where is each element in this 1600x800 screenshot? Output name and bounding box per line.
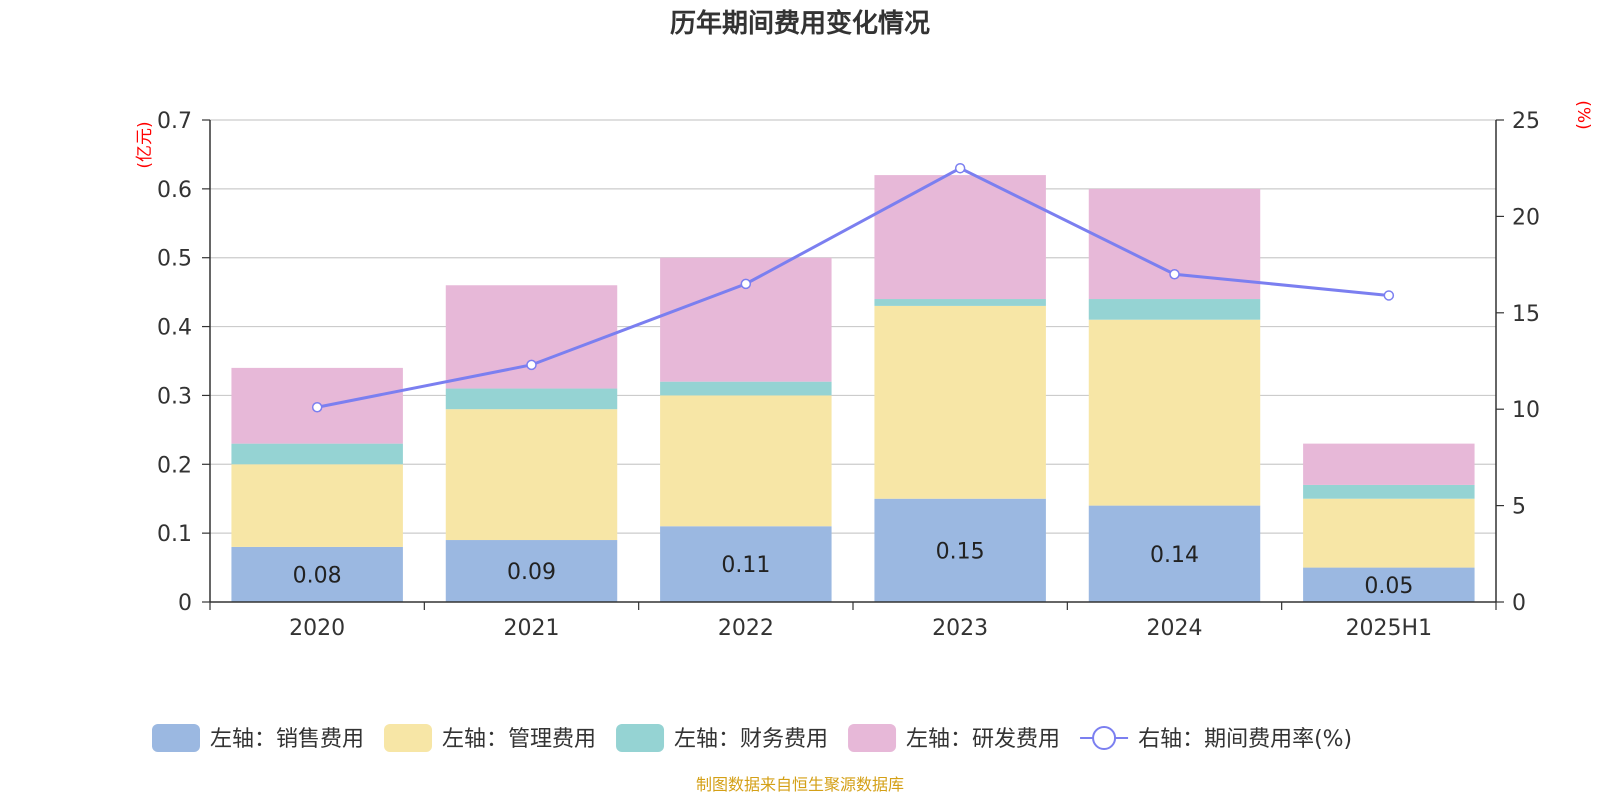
bar-segment: [874, 498, 1046, 602]
right-axis-tick-label: 25: [1512, 109, 1540, 134]
bar-segment: [874, 299, 1046, 306]
legend: 左轴：销售费用 左轴：管理费用 左轴：财务费用 左轴：研发费用 右轴：期间费用率(%): [152, 724, 1352, 752]
bar-segment: [874, 305, 1046, 499]
bar-segment: [231, 464, 403, 547]
bar-segment: [231, 546, 403, 602]
bar-data-label: 0.08: [293, 563, 342, 588]
legend-label: 左轴：研发费用: [906, 727, 1060, 752]
bar-segment: [1303, 498, 1475, 568]
x-axis-tick-label: 2022: [718, 616, 774, 641]
bar-data-label: 0.14: [1150, 543, 1199, 568]
right-axis-unit: (%): [1573, 100, 1593, 129]
bar-segment: [445, 409, 618, 541]
x-axis-tick-label: 2021: [504, 616, 560, 641]
bar-segment: [660, 526, 832, 602]
bar-segment: [1303, 484, 1475, 499]
legend-swatch: [848, 724, 897, 752]
left-axis-unit: (亿元): [135, 121, 155, 168]
bar-segment: [874, 175, 1046, 300]
bar-segment: [660, 381, 832, 396]
bar-segment: [1303, 443, 1475, 485]
left-axis-tick-label: 0.4: [157, 316, 192, 341]
left-axis-tick-label: 0.5: [157, 247, 192, 272]
rate-point: [1169, 268, 1180, 280]
bar-data-label: 0.09: [507, 560, 556, 585]
right-axis-tick-label: 0: [1512, 591, 1526, 616]
bar-segment: [445, 540, 618, 602]
rate-point: [1383, 290, 1395, 301]
legend-label: 左轴：财务费用: [674, 727, 828, 752]
rate-point: [954, 162, 966, 174]
left-axis-tick-label: 0.6: [157, 178, 192, 203]
left-axis-tick-label: 0: [178, 591, 192, 616]
rate-point: [526, 359, 537, 371]
bar-segment: [660, 395, 832, 527]
bar-segment: [1303, 567, 1475, 602]
x-axis-tick-label: 2025H1: [1346, 616, 1433, 641]
right-axis-tick-label: 20: [1512, 205, 1540, 230]
legend-marker: [1092, 726, 1117, 750]
rate-point: [311, 402, 323, 413]
left-axis-tick-label: 0.2: [157, 453, 192, 478]
left-axis-tick-label: 0.7: [157, 109, 192, 134]
legend-label: 左轴：销售费用: [210, 727, 364, 752]
bar-segment: [445, 388, 618, 410]
x-axis-tick-label: 2020: [289, 616, 345, 641]
bar-data-label: 0.05: [1364, 574, 1413, 599]
x-axis-tick-label: 2024: [1147, 616, 1203, 641]
legend-label: 右轴：期间费用率(%): [1138, 727, 1352, 752]
bar-segment: [1088, 299, 1261, 320]
bar-segment: [1088, 319, 1261, 506]
legend-swatch: [384, 724, 433, 752]
right-axis-tick-label: 10: [1512, 398, 1540, 423]
x-axis-tick-label: 2023: [932, 616, 988, 641]
right-axis-tick-label: 5: [1512, 495, 1526, 520]
legend-swatch: [152, 724, 200, 752]
left-axis-tick-label: 0.3: [157, 384, 192, 409]
rate-line: [316, 166, 1389, 409]
legend-swatch: [616, 724, 665, 752]
left-axis-tick-label: 0.1: [157, 522, 192, 547]
right-axis-tick-label: 15: [1512, 302, 1540, 327]
bar-data-label: 0.15: [936, 539, 985, 564]
source-note: 制图数据来自恒生聚源数据库: [696, 775, 904, 794]
bar-segment: [231, 443, 403, 465]
bar-segment: [445, 285, 618, 389]
bar-data-label: 0.11: [721, 553, 770, 578]
bar-segment: [1088, 505, 1261, 602]
chart-title: 历年期间费用变化情况: [670, 8, 930, 39]
plot-area: 0 0.1 0.2 0.3 0.4 0.5 0.6 0.7 0 5 10 15 20 25 0.08 0.09…: [157, 109, 1540, 641]
rate-point: [740, 278, 752, 290]
bar-segment: [660, 257, 832, 382]
legend-label: 左轴：管理费用: [442, 727, 596, 752]
